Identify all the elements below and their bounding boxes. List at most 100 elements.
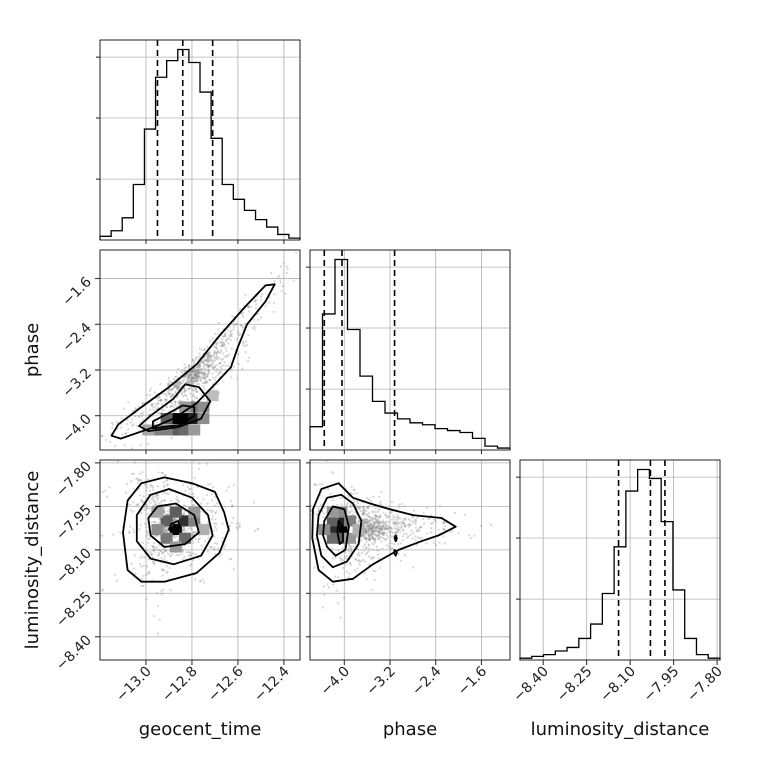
sample-point	[362, 505, 365, 508]
sample-point	[349, 545, 352, 548]
sample-point	[356, 567, 359, 570]
hist-phase	[309, 258, 511, 450]
sample-point	[132, 423, 135, 426]
sample-point	[372, 532, 375, 536]
sample-point	[358, 563, 361, 566]
sample-point	[163, 474, 166, 477]
sample-point	[214, 511, 218, 514]
sample-point	[203, 377, 207, 380]
sample-point	[371, 524, 374, 527]
sample-point	[370, 527, 373, 530]
sample-point	[197, 467, 201, 470]
sample-point	[134, 572, 137, 576]
sample-point	[165, 405, 168, 409]
sample-point	[174, 386, 177, 389]
sample-point	[273, 293, 276, 296]
sample-point	[365, 524, 369, 527]
sample-point	[370, 534, 373, 537]
sample-point	[387, 515, 390, 518]
sample-point	[160, 590, 163, 593]
sample-point	[151, 404, 154, 407]
sample-point	[137, 478, 140, 482]
sample-point	[379, 521, 383, 525]
sample-point	[362, 558, 365, 562]
sample-point	[198, 371, 201, 374]
sample-point	[192, 381, 196, 384]
sample-point	[214, 346, 217, 349]
sample-point	[216, 356, 219, 359]
sample-point	[367, 526, 370, 529]
sample-point	[220, 540, 224, 543]
sample-point	[220, 350, 223, 353]
sample-point	[345, 557, 348, 560]
sample-point	[186, 381, 189, 384]
sample-point	[149, 502, 152, 505]
sample-point	[367, 563, 371, 566]
sample-point	[489, 523, 493, 526]
sample-point	[203, 381, 206, 384]
sample-point	[191, 376, 194, 379]
sample-point	[208, 361, 211, 364]
sample-point	[194, 369, 197, 372]
sample-point	[366, 514, 369, 517]
sample-point	[235, 522, 238, 525]
sample-point	[152, 455, 154, 457]
sample-point	[371, 519, 374, 522]
sample-point	[202, 397, 205, 400]
sample-point	[249, 305, 252, 308]
sample-point	[151, 544, 154, 547]
sample-point	[377, 519, 380, 522]
sample-point	[174, 401, 177, 404]
sample-point	[350, 485, 353, 488]
sample-point	[152, 408, 155, 412]
sample-point	[182, 513, 186, 516]
ytick-label-luminosity_distance-2: −8.10	[53, 545, 95, 587]
sample-point	[442, 522, 445, 525]
sample-point	[180, 393, 184, 396]
sample-point	[159, 398, 162, 401]
sample-point	[368, 519, 371, 522]
contour-level-0	[122, 476, 230, 583]
sample-point	[127, 451, 129, 453]
sample-point	[390, 535, 393, 538]
sample-point	[207, 522, 210, 525]
sample-point	[177, 500, 180, 504]
sample-point	[220, 553, 223, 556]
sample-point	[322, 512, 326, 515]
sample-point	[210, 365, 213, 368]
sample-point	[164, 529, 167, 532]
sample-point	[230, 557, 233, 561]
sample-point	[221, 344, 225, 347]
sample-point	[205, 363, 208, 366]
sample-point	[210, 356, 213, 359]
sample-point	[191, 369, 194, 373]
sample-point	[213, 547, 216, 550]
sample-point	[430, 527, 433, 530]
sample-point	[197, 368, 200, 371]
sample-point	[356, 535, 359, 539]
density-cell	[160, 413, 173, 425]
sample-point	[174, 385, 178, 388]
sample-point	[150, 554, 153, 557]
sample-point	[189, 371, 193, 374]
sample-point	[272, 310, 275, 314]
sample-point	[365, 546, 368, 549]
sample-point	[389, 534, 392, 537]
sample-point	[191, 492, 195, 495]
sample-point	[368, 539, 371, 542]
sample-point	[412, 521, 415, 524]
sample-point	[195, 377, 198, 380]
sample-point	[377, 521, 380, 524]
sample-point	[369, 518, 372, 521]
sample-point	[403, 524, 406, 527]
sample-point	[186, 398, 189, 401]
sample-point	[369, 538, 372, 541]
ytick-label-luminosity_distance-4: −7.80	[53, 458, 95, 500]
sample-point	[390, 500, 394, 504]
density-cell	[151, 524, 164, 536]
sample-point	[357, 521, 360, 524]
sample-point	[182, 394, 185, 398]
sample-point	[270, 271, 273, 275]
sample-point	[429, 522, 433, 525]
sample-point	[197, 375, 201, 378]
